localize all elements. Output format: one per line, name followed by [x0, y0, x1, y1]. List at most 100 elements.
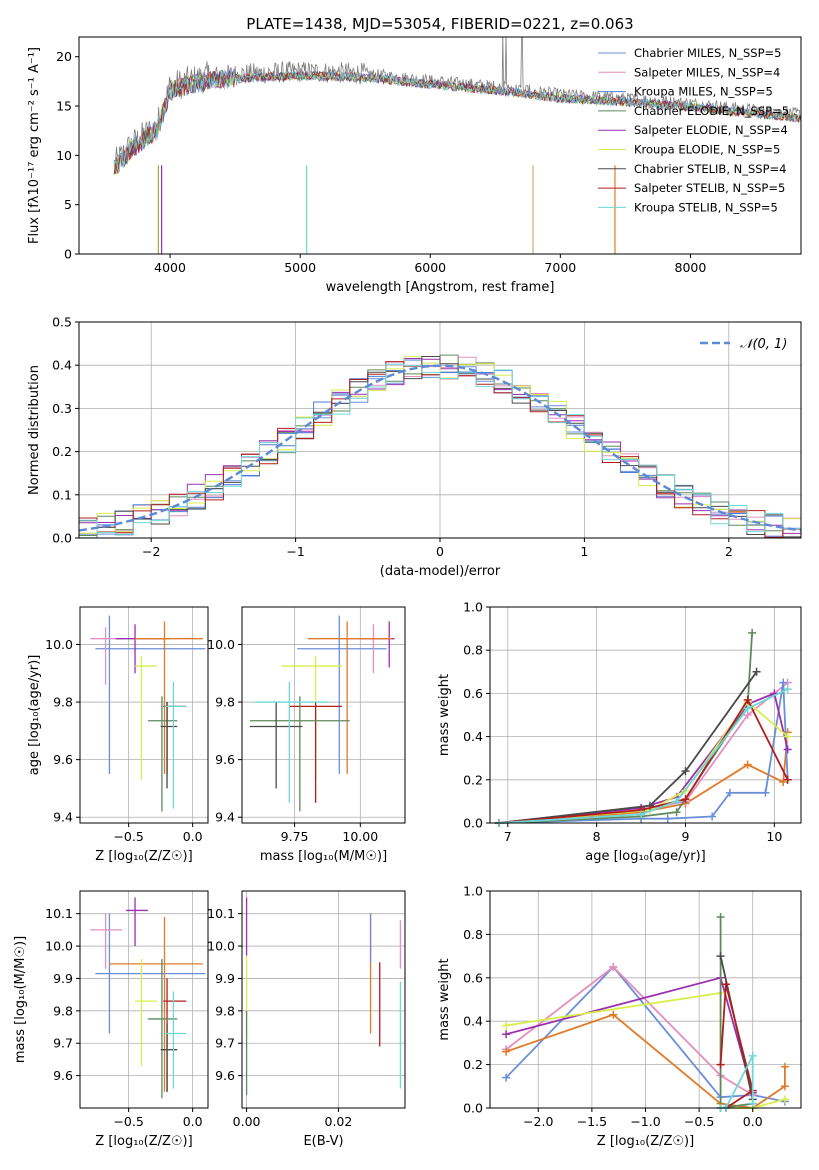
- data-point: [147, 696, 178, 812]
- data-spectrum: [113, 37, 801, 171]
- y-tick-label: 0.0: [52, 531, 72, 546]
- axes-frame: [79, 890, 209, 1109]
- legend-entry: Chabrier ELODIE, N_SSP=5: [634, 104, 789, 118]
- plot-area: [90, 615, 206, 812]
- panel-age_vs_Z: −0.5 0.0 9.4 9.6 9.8 10.0 Z [log₁₀(Z/Z☉)] age […: [27, 606, 209, 864]
- plus-marker: [743, 695, 752, 704]
- y-tick-label: 0.5: [52, 315, 72, 330]
- x-axis-label: Z [log₁₀(Z/Z☉)]: [597, 1134, 694, 1149]
- panel-residuals: −2 −1 0 1 2 0.0 0.1 0.2 0.3 0.4 0.5 (data-model)/er…: [27, 315, 802, 579]
- data-point: [255, 681, 329, 803]
- panel-spectrum: 4000 5000 6000 7000 8000 0 5 10 15 20 wavelength […: [27, 36, 802, 295]
- series-path: [719, 984, 754, 1109]
- data-point: [160, 1023, 178, 1092]
- y-tick-label: 9.4: [215, 810, 235, 825]
- y-axis-label: Normed distribution: [27, 365, 42, 495]
- y-tick-label: 9.6: [53, 752, 73, 767]
- legend-entry: Kroupa ELODIE, N_SSP=5: [634, 143, 780, 157]
- panel-mass_weight_vs_age: 7 8 9 10 0.0 0.2 0.4 0.6 0.8 1.0 age [log₁₀(age/yr…: [437, 600, 802, 864]
- x-tick-label: 0.0: [183, 829, 203, 844]
- y-axis-label: Flux [fλ10⁻¹⁷ erg cm⁻² s⁻¹ A⁻¹]: [27, 47, 42, 244]
- legend-entry: Kroupa MILES, N_SSP=5: [634, 85, 773, 99]
- y-tick-label: 0.4: [463, 729, 483, 744]
- y-tick-label: 9.8: [53, 1003, 73, 1018]
- data-point: [297, 615, 387, 775]
- panel-mass_vs_ebv: 0.00 0.02 9.6 9.7 9.8 9.9 10.0 10.1 E(B-V): [207, 890, 406, 1149]
- series-path: [505, 976, 754, 1094]
- plus-marker: [752, 667, 761, 676]
- legend: Chabrier MILES, N_SSP=5 Salpeter MILES, N…: [598, 46, 789, 214]
- plus-marker: [783, 775, 792, 784]
- plus-marker: [502, 1047, 511, 1056]
- y-tick-label: 0.8: [463, 927, 483, 942]
- series-path: [498, 671, 758, 824]
- x-tick-label: 2: [725, 544, 733, 559]
- plot-area: [113, 37, 801, 254]
- x-tick-label: 6000: [414, 260, 446, 275]
- normal-curve: [79, 364, 801, 532]
- data-point: [249, 702, 303, 789]
- plus-marker: [708, 812, 717, 821]
- x-tick-label: 0.02: [325, 1114, 353, 1129]
- y-tick-label: 20: [56, 49, 72, 64]
- x-tick-label: 4000: [154, 260, 186, 275]
- plot-area: [245, 897, 402, 1096]
- plot-area: [502, 913, 789, 1112]
- plus-marker: [743, 704, 752, 713]
- data-point: [160, 702, 178, 789]
- axes-frame: [78, 36, 802, 255]
- x-axis-label: E(B-V): [303, 1134, 343, 1149]
- y-tick-label: 1.0: [463, 600, 483, 615]
- plus-marker: [681, 767, 690, 776]
- plus-marker: [780, 1062, 789, 1071]
- x-axis-label: age [log₁₀(age/yr)]: [585, 849, 706, 864]
- legend-entry: Chabrier MILES, N_SSP=5: [634, 46, 781, 60]
- x-tick-label: −0.5: [113, 1114, 143, 1129]
- panel-mass_weight_vs_Z: −2.0 −1.5 −1.0 −0.5 0.0 0.0 0.2 0.4 0.6 0.8 1.0 Z […: [437, 884, 802, 1149]
- plus-marker: [783, 732, 792, 741]
- y-tick-label: 9.6: [53, 1068, 73, 1083]
- x-tick-label: 10.00: [342, 829, 378, 844]
- y-tick-label: 0.0: [463, 1101, 483, 1116]
- plus-marker: [761, 788, 770, 797]
- y-tick-label: 10.1: [45, 906, 73, 921]
- plus-marker: [743, 760, 752, 769]
- x-tick-label: 8000: [675, 260, 707, 275]
- plus-marker: [502, 1030, 511, 1039]
- model-spectrum-line: [113, 69, 801, 172]
- y-tick-label: 10.0: [207, 939, 235, 954]
- y-tick-label: 10: [56, 148, 72, 163]
- series-path: [498, 682, 789, 824]
- x-tick-label: −0.5: [684, 1114, 714, 1129]
- plus-marker: [672, 797, 681, 806]
- plus-marker: [783, 685, 792, 694]
- series-line: [494, 685, 792, 827]
- data-point: [90, 627, 123, 685]
- x-axis-label: (data-model)/error: [380, 564, 501, 579]
- series-line: [494, 667, 761, 827]
- axes-frame: [489, 606, 802, 824]
- plus-marker: [609, 962, 618, 971]
- y-axis-label: mass [log₁₀(M/M☉)]: [13, 936, 28, 1063]
- data-point: [281, 655, 342, 780]
- plus-marker: [716, 1060, 725, 1069]
- y-tick-label: 0.4: [463, 1014, 483, 1029]
- plus-marker: [721, 980, 730, 989]
- x-axis-label: wavelength [Angstrom, rest frame]: [326, 280, 555, 295]
- plus-marker: [637, 810, 646, 819]
- data-point: [95, 615, 206, 775]
- y-tick-label: 0.2: [52, 444, 72, 459]
- y-tick-label: 10.0: [45, 637, 73, 652]
- y-tick-label: 9.6: [215, 752, 235, 767]
- plot-area: [249, 615, 395, 812]
- y-tick-label: 10.0: [207, 637, 235, 652]
- series-line: [494, 728, 792, 827]
- data-point: [109, 916, 203, 1092]
- legend-entry: Salpeter ELODIE, N_SSP=4: [634, 123, 788, 137]
- plus-marker: [783, 745, 792, 754]
- x-tick-label: 7000: [544, 260, 576, 275]
- legend-entry: 𝒩(0, 1): [740, 337, 787, 352]
- x-tick-label: −1.0: [630, 1114, 660, 1129]
- panel-age_vs_mass: 9.75 10.00 9.4 9.6 9.8 10.0 mass [log₁₀(M/M☉)]: [207, 606, 406, 864]
